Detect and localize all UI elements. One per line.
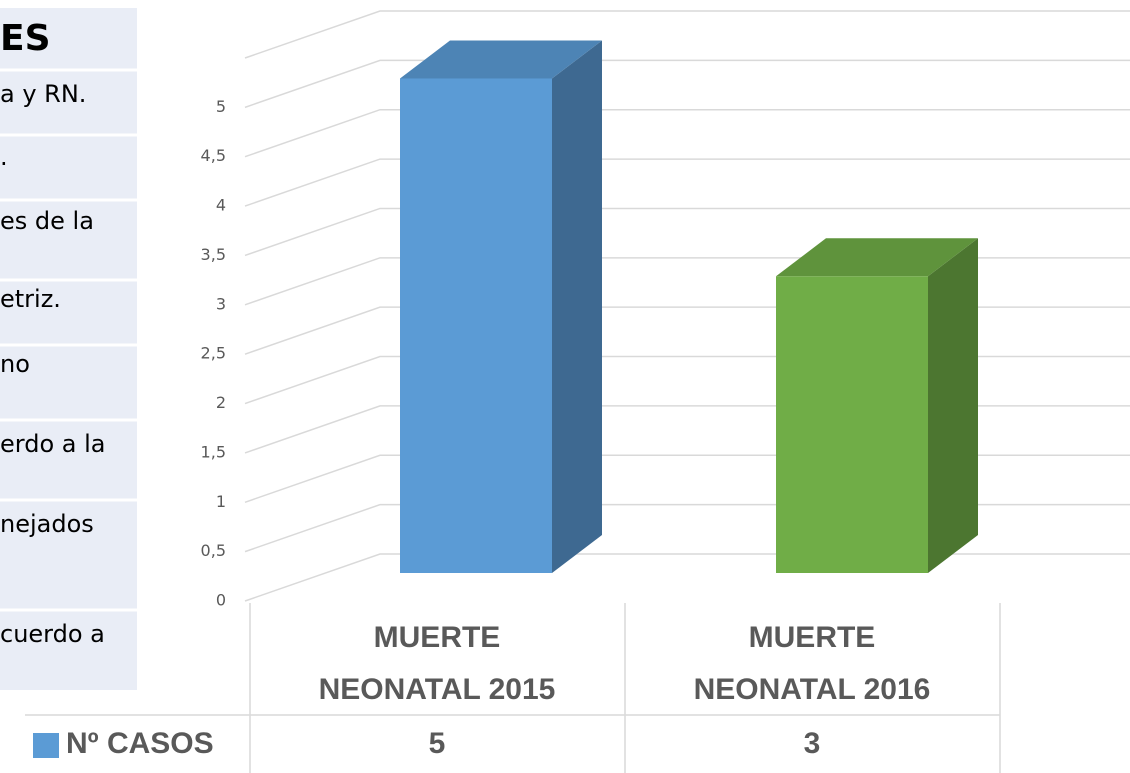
- left-table-cell: .: [0, 143, 8, 171]
- left-table-bg: [0, 8, 137, 690]
- y-tick-label: 5: [216, 97, 226, 116]
- grid-line: [244, 553, 1130, 602]
- left-table-header: ES: [0, 18, 51, 59]
- left-table-cell: no: [0, 350, 30, 378]
- y-tick-label: 0: [216, 591, 226, 610]
- y-tick-label: 1,5: [201, 442, 226, 461]
- y-tick-label: 3,5: [201, 245, 226, 264]
- legend-label: Nº CASOS: [66, 727, 214, 760]
- grid-line: [244, 59, 1130, 109]
- grid-line: [244, 355, 1130, 405]
- grid-line: [244, 503, 1130, 553]
- left-table-cell: nejados: [0, 510, 94, 538]
- grid-line: [244, 405, 1130, 454]
- y-tick-label: 3: [216, 294, 226, 313]
- x-tick-label: MUERTE NEONATAL 2016: [693, 621, 931, 706]
- y-tick-label: 4,5: [201, 146, 226, 165]
- bar: [776, 276, 928, 573]
- bar-side: [552, 40, 602, 574]
- y-tick-label: 2: [216, 393, 226, 412]
- bar: [400, 78, 552, 574]
- y-tick-label: 4: [216, 196, 226, 215]
- y-tick-label: 2,5: [201, 344, 226, 363]
- grid-line: [244, 108, 1130, 158]
- left-table-cell: cuerdo a: [0, 620, 105, 648]
- grid-line: [244, 158, 1130, 207]
- bar-top: [400, 40, 602, 79]
- left-table-cell: a y RN.: [0, 80, 86, 108]
- data-table-value: 3: [804, 727, 821, 760]
- y-tick-label: 1: [216, 492, 226, 511]
- grid-line: [244, 257, 1130, 306]
- y-tick-label: 0,5: [201, 541, 226, 560]
- grid-frame: [244, 10, 1130, 59]
- left-table-cell: erdo a la: [0, 430, 105, 458]
- grid-line: [244, 306, 1130, 355]
- data-table-value: 5: [429, 727, 446, 760]
- bar-top: [776, 238, 978, 277]
- left-table-cell: es de la: [0, 207, 94, 235]
- left-table-cell: etriz.: [0, 285, 61, 313]
- grid-line: [244, 207, 1130, 257]
- legend-key: [33, 733, 59, 758]
- bar-side: [928, 238, 978, 574]
- x-tick-label: MUERTE NEONATAL 2015: [318, 621, 556, 706]
- grid-line: [244, 454, 1130, 503]
